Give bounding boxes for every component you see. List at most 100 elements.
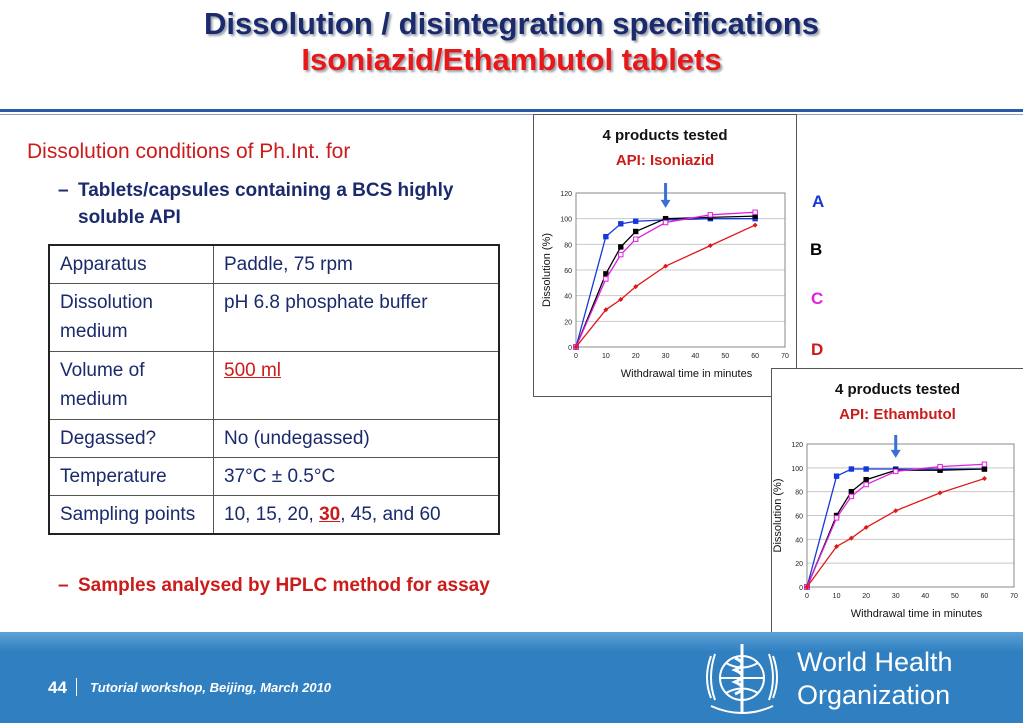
x-tick-label: 0 — [574, 353, 578, 360]
chart-isoniazid: 4 products tested API: Isoniazid 0 20 40 60… — [533, 114, 797, 397]
data-point-b — [848, 488, 855, 495]
data-point-a — [833, 473, 840, 479]
x-tick-label: 30 — [892, 593, 900, 600]
bullet-hplc-text: Samples analysed by HPLC method for assa… — [78, 575, 490, 596]
y-tick-label: 40 — [564, 294, 572, 301]
row-value-sampling: 10, 15, 20, 30, 45, and 60 — [213, 495, 500, 535]
y-tick-label: 60 — [795, 514, 803, 521]
time-point-arrow-head — [890, 449, 901, 458]
footer-gradient — [0, 632, 1023, 652]
row-value-volume: 500 ml — [213, 351, 500, 420]
y-tick-label: 100 — [791, 466, 803, 473]
x-tick-label: 20 — [632, 353, 640, 360]
data-point-d — [618, 297, 624, 303]
slide-title-line1: Dissolution / disintegration specificati… — [204, 6, 819, 41]
product-label-a: A — [812, 192, 825, 211]
who-wordmark-line2: Organization — [797, 680, 951, 710]
series-line-d — [806, 477, 985, 588]
who-wordmark: World Health Organization — [797, 646, 953, 712]
row-value-apparatus: Paddle, 75 rpm — [213, 244, 500, 284]
row-label-sampling: Sampling points — [48, 495, 214, 535]
table-row: Sampling points 10, 15, 20, 30, 45, and … — [48, 495, 500, 535]
y-tick-label: 80 — [564, 242, 572, 249]
data-point-a — [603, 233, 609, 240]
plot-area — [806, 443, 1015, 588]
bullet-bcs-text: Tablets/capsules containing a BCS highly… — [78, 180, 454, 228]
y-tick-label: 0 — [568, 345, 572, 352]
row-label-medium: Dissolution medium — [48, 283, 214, 352]
data-point-c — [863, 481, 869, 488]
sampling-highlight: 30 — [319, 504, 341, 525]
product-label-d: D — [811, 340, 824, 359]
dissolution-spec-table: Apparatus Paddle, 75 rpm Dissolution med… — [48, 244, 500, 535]
y-tick-label: 20 — [564, 319, 572, 326]
x-tick-label: 40 — [692, 353, 700, 360]
data-point-a — [618, 221, 624, 227]
title-divider-thin — [0, 114, 1023, 115]
y-tick-label: 0 — [799, 585, 803, 592]
x-axis-label: Withdrawal time in minutes — [851, 608, 983, 620]
y-tick-label: 120 — [791, 442, 803, 449]
table-row: Degassed? No (undegassed) — [48, 419, 500, 458]
x-tick-label: 70 — [781, 353, 789, 360]
y-tick-label: 60 — [564, 268, 572, 275]
x-tick-label: 20 — [862, 593, 870, 600]
data-point-c — [937, 463, 943, 470]
table-row: Temperature 37°C ± 0.5°C — [48, 457, 500, 496]
time-point-arrow-head — [660, 199, 671, 208]
x-tick-label: 0 — [805, 593, 809, 600]
bullet-bcs: – Tablets/capsules containing a BCS high… — [58, 177, 488, 231]
x-tick-label: 70 — [1010, 593, 1018, 600]
x-tick-label: 30 — [662, 353, 670, 360]
sampling-pre: 10, 15, 20, — [224, 504, 320, 525]
y-tick-label: 40 — [795, 537, 803, 544]
x-tick-label: 60 — [981, 593, 989, 600]
data-point-d — [848, 535, 854, 541]
product-label-c: C — [811, 289, 824, 308]
bullet-hplc: – Samples analysed by HPLC method for as… — [58, 572, 498, 599]
data-point-b — [603, 271, 609, 277]
x-axis-label: Withdrawal time in minutes — [621, 368, 753, 380]
data-point-d — [937, 490, 943, 496]
series-line-c — [806, 463, 985, 588]
chart-ethambutol: 4 products tested API: Ethambutol 0 20 40 6… — [771, 368, 1023, 633]
table-row: Apparatus Paddle, 75 rpm — [48, 244, 500, 284]
y-tick-label: 20 — [795, 561, 803, 568]
data-point-d — [573, 344, 579, 350]
data-point-a — [848, 466, 855, 472]
page-number-divider — [76, 678, 77, 696]
row-label-volume: Volume of medium — [48, 351, 214, 420]
chart-isoniazid-plot: 0 20 40 60 80 100 120 0 10 20 30 40 50 60 70 Withdrawal… — [541, 183, 789, 380]
chart-subtitle: API: Ethambutol — [839, 406, 956, 423]
data-point-b — [633, 228, 639, 235]
volume-value-highlight: 500 ml — [224, 360, 282, 381]
row-value-temperature: 37°C ± 0.5°C — [213, 457, 500, 496]
chart-ethambutol-plot: 0 20 40 60 80 100 120 0 10 20 30 40 50 60 70 Withdrawal… — [772, 435, 1018, 620]
data-point-d — [981, 476, 987, 482]
bullet-dash: – — [58, 575, 69, 596]
data-point-c — [752, 209, 758, 215]
data-point-c — [633, 236, 639, 242]
row-label-degassed: Degassed? — [48, 419, 214, 458]
y-axis-label: Dissolution (%) — [772, 479, 784, 553]
table-row: Volume of medium 500 ml — [48, 351, 500, 420]
x-tick-label: 60 — [751, 353, 759, 360]
data-point-d — [603, 307, 609, 313]
x-tick-label: 50 — [721, 353, 729, 360]
y-tick-label: 120 — [560, 191, 572, 198]
product-label-b: B — [810, 240, 823, 259]
footer-text: Tutorial workshop, Beijing, March 2010 — [90, 680, 332, 695]
slide-title: Dissolution / disintegration specificati… — [0, 6, 1023, 78]
data-point-c — [848, 493, 855, 500]
data-point-d — [804, 584, 810, 590]
slide-title-line2: Isoniazid/Ethambutol tablets — [301, 42, 722, 77]
data-point-b — [981, 466, 988, 472]
data-point-d — [707, 243, 713, 249]
data-point-c — [618, 251, 624, 258]
series-line-b — [575, 215, 756, 348]
data-point-d — [893, 508, 899, 514]
data-point-c — [893, 468, 899, 475]
title-divider — [0, 109, 1023, 112]
page-number: 44 — [48, 678, 67, 697]
data-point-d — [633, 284, 639, 290]
